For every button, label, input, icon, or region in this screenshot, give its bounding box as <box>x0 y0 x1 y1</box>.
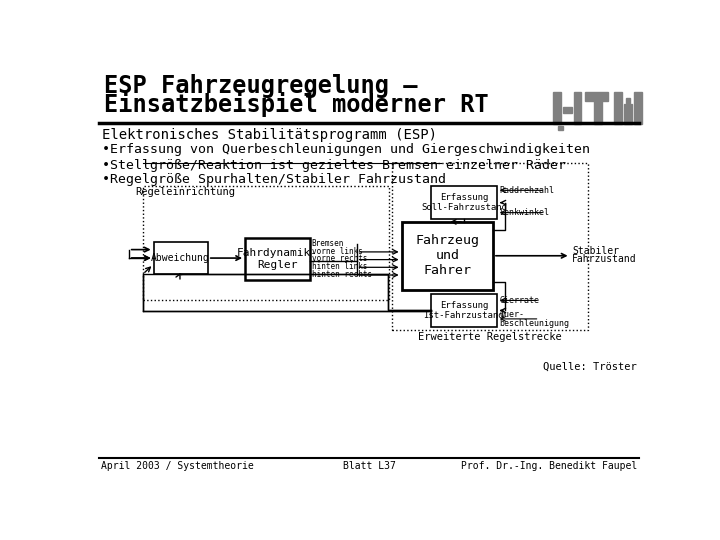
Text: Stabiler: Stabiler <box>572 246 619 256</box>
Bar <box>153 242 208 274</box>
Text: Quelle: Tröster: Quelle: Tröster <box>543 361 636 372</box>
Text: vorne links: vorne links <box>312 247 363 255</box>
Text: Einsatzbeispiel moderner RT: Einsatzbeispiel moderner RT <box>104 92 489 117</box>
Text: Erfassung
Ist-Fahrzustand: Erfassung Ist-Fahrzustand <box>423 301 504 320</box>
Text: April 2003 / Systemtheorie: April 2003 / Systemtheorie <box>101 461 253 471</box>
Text: Elektronisches Stabilitätsprogramm (ESP): Elektronisches Stabilitätsprogramm (ESP) <box>102 128 438 142</box>
Text: Gierrate: Gierrate <box>499 296 539 305</box>
Bar <box>626 98 630 103</box>
Text: Fahrzustand: Fahrzustand <box>572 254 636 264</box>
Text: •Stellgröße/Reaktion ist gezieltes Bremsen einzelner Räder: •Stellgröße/Reaktion ist gezieltes Brems… <box>102 159 567 172</box>
Text: Blatt L37: Blatt L37 <box>343 461 395 471</box>
Bar <box>594 99 601 124</box>
Bar <box>245 238 310 280</box>
Bar <box>563 107 572 113</box>
Bar <box>431 186 497 219</box>
Bar <box>558 126 563 130</box>
Text: •Erfassung von Querbeschleunigungen und Giergeschwindigkeiten: •Erfassung von Querbeschleunigungen und … <box>102 143 590 157</box>
Text: Erfassung
Soll-Fahrzustand: Erfassung Soll-Fahrzustand <box>421 193 507 212</box>
Text: Regeleinrichtung: Regeleinrichtung <box>135 187 235 197</box>
Bar <box>402 222 493 289</box>
Text: Raddrehzahl: Raddrehzahl <box>499 186 554 195</box>
Text: Quer-
beschleunigung: Quer- beschleunigung <box>499 309 570 328</box>
Text: vorne rechts: vorne rechts <box>312 254 367 264</box>
Text: ESP Fahrzeugregelung –: ESP Fahrzeugregelung – <box>104 74 418 98</box>
Bar <box>624 104 631 124</box>
Text: Abweichung: Abweichung <box>151 253 210 263</box>
Text: Fahrzeug
und
Fahrer: Fahrzeug und Fahrer <box>415 234 480 277</box>
Text: Lenkwinkel: Lenkwinkel <box>499 208 549 217</box>
Text: •Regelgröße Spurhalten/Stabiler Fahrzustand: •Regelgröße Spurhalten/Stabiler Fahrzust… <box>102 173 446 186</box>
Bar <box>143 186 389 300</box>
Text: Fahrdynamik-
Regler: Fahrdynamik- Regler <box>237 248 318 270</box>
Text: hinten links: hinten links <box>312 262 367 271</box>
Text: Erweiterte Regelstrecke: Erweiterte Regelstrecke <box>418 332 562 342</box>
Bar <box>392 163 588 330</box>
Text: hinten rechts: hinten rechts <box>312 270 372 279</box>
Bar <box>614 92 621 124</box>
Bar <box>554 92 561 124</box>
Text: Bremsen: Bremsen <box>312 239 344 248</box>
Bar <box>431 294 497 327</box>
Bar <box>574 92 581 124</box>
Text: Prof. Dr.-Ing. Benedikt Faupel: Prof. Dr.-Ing. Benedikt Faupel <box>461 461 637 471</box>
Bar <box>634 92 642 124</box>
Bar <box>585 92 608 101</box>
